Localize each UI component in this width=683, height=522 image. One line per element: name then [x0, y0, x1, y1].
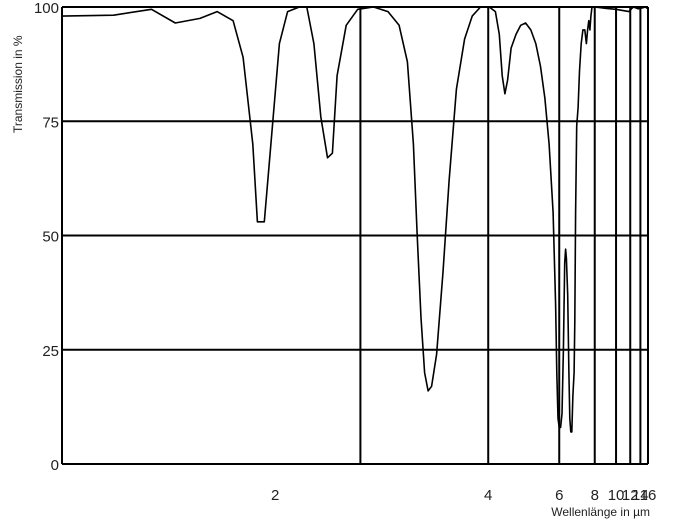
y-tick-label: 50 [42, 229, 59, 246]
series-line [61, 6, 649, 433]
x-tick-label: 16 [640, 487, 657, 504]
y-tick-label: 0 [51, 457, 59, 474]
x-axis-title: Wellenlänge in µm [551, 505, 650, 519]
x-tick-label: 6 [555, 487, 563, 504]
series-layer [61, 6, 649, 433]
y-tick-label: 100 [34, 0, 59, 17]
x-tick-label: 10 [608, 487, 625, 504]
x-tick-label: 2 [271, 487, 279, 504]
x-tick-label: 8 [591, 487, 599, 504]
y-tick-label: 75 [42, 114, 59, 131]
x-tick-label: 12 [622, 487, 639, 504]
x-tick-label: 4 [484, 487, 492, 504]
grid [61, 6, 649, 465]
x-tick-label: 14 [632, 487, 649, 504]
y-tick-label: 25 [42, 343, 59, 360]
y-axis-title: Transmission in % [11, 35, 25, 133]
